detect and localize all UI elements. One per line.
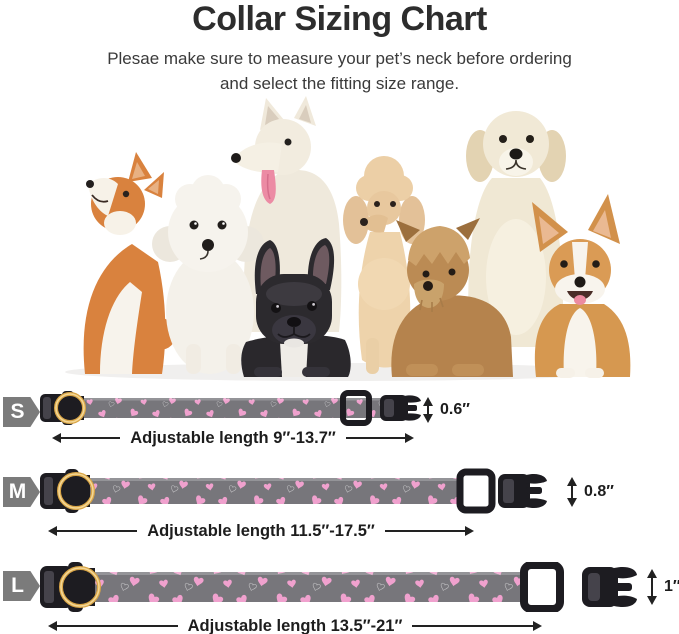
page-title: Collar Sizing Chart [192, 0, 487, 38]
collar-strap [82, 478, 460, 504]
length-label-s: Adjustable length 9″-13.7″ [130, 428, 336, 447]
buckle-male [582, 566, 637, 608]
length-arrow-s: Adjustable length 9″-13.7″ [52, 428, 415, 448]
buckle-female [40, 562, 95, 612]
dogs-group-photo [65, 96, 631, 381]
size-tag-l: L [3, 571, 40, 601]
d-ring [54, 392, 86, 424]
d-ring [57, 472, 95, 510]
width-label-s: 0.6″ [440, 401, 470, 418]
collar-strap [78, 398, 383, 418]
buckle-male [498, 473, 547, 509]
page-subtitle: Plesae make sure to measure your pet’s n… [0, 46, 679, 96]
dog-corgi [532, 194, 631, 378]
length-label-m: Adjustable length 11.5″-17.5″ [147, 521, 375, 540]
width-label-m: 0.8″ [584, 483, 614, 500]
dog-french-bulldog [241, 238, 351, 377]
buckle-male [380, 395, 421, 421]
tri-glide-slider [520, 562, 564, 612]
collar-medium [40, 468, 547, 514]
length-arrow-m: Adjustable length 11.5″-17.5″ [48, 521, 474, 541]
size-tag-s: S [3, 397, 40, 427]
tri-glide-slider [340, 390, 372, 426]
collar-strap [86, 572, 524, 602]
dog-bichon-frise [152, 175, 264, 374]
tri-glide-slider [456, 468, 496, 514]
length-label-l: Adjustable length 13.5″-21″ [187, 616, 403, 634]
dog-terrier [391, 218, 513, 377]
width-label-l: 1″ [664, 578, 679, 595]
subtitle-line-1: Plesae make sure to measure your pet’s n… [107, 49, 572, 68]
length-arrow-l: Adjustable length 13.5″-21″ [48, 616, 542, 634]
collar-small [40, 390, 421, 426]
width-arrow-s [421, 397, 435, 423]
width-arrow-l [645, 569, 659, 605]
d-ring [59, 566, 101, 608]
dog-golden-retriever [466, 111, 566, 347]
size-tag-m: M [3, 477, 40, 507]
width-arrow-m [565, 477, 579, 507]
collar-large [40, 562, 637, 612]
subtitle-line-2: and select the fitting size range. [219, 74, 460, 93]
dog-shiba-inu [83, 152, 176, 374]
